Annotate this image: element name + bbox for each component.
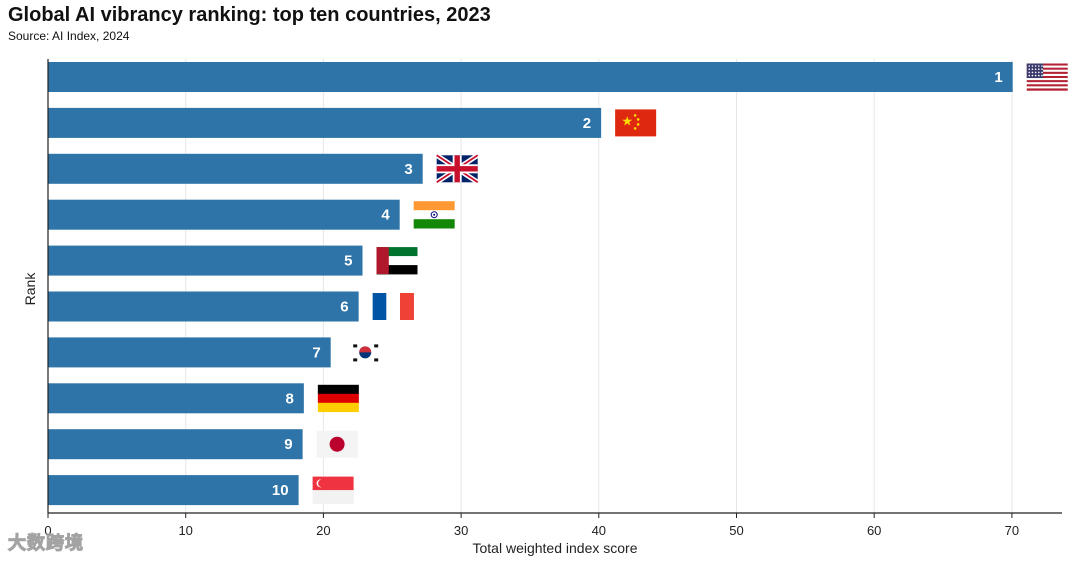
bar-rank-label: 8	[286, 390, 294, 407]
south-korea-flag-icon	[344, 338, 386, 366]
watermark-logo: 大数跨境	[8, 533, 84, 555]
bar-rank-label: 9	[284, 436, 292, 453]
singapore-flag-icon	[312, 476, 354, 504]
bar-rank-3	[48, 153, 423, 184]
bar-rank-label: 1	[994, 69, 1002, 86]
france-flag-icon	[372, 293, 414, 320]
chart-subtitle: Source: AI Index, 2024	[8, 29, 130, 43]
bar-rank-label: 5	[344, 253, 352, 270]
x-tick-label: 40	[592, 523, 606, 538]
bar-rank-9	[48, 429, 303, 460]
x-tick-label: 60	[867, 523, 881, 538]
svg-text:★: ★	[621, 114, 633, 129]
bar-rank-label: 3	[404, 161, 412, 178]
x-tick-label: 70	[1005, 523, 1019, 538]
y-axis-label: Rank	[22, 272, 38, 306]
bar-rank-label: 4	[381, 207, 390, 224]
bar-rank-1	[48, 62, 1013, 92]
uae-flag-icon	[376, 247, 418, 275]
germany-flag-icon	[317, 384, 359, 413]
x-tick-label: 10	[178, 523, 192, 538]
x-tick-label: 50	[729, 523, 743, 538]
bar-rank-label: 2	[583, 115, 591, 132]
india-flag-icon	[413, 201, 455, 229]
us-flag-icon	[1026, 63, 1068, 91]
bar-rank-4	[48, 199, 400, 230]
chart-title: Global AI vibrancy ranking: top ten coun…	[8, 4, 491, 26]
bar-rank-label: 6	[340, 299, 348, 316]
japan-flag-icon	[316, 430, 358, 458]
bar-rank-label: 10	[272, 482, 289, 499]
x-axis-label: Total weighted index score	[473, 540, 638, 556]
bar-rank-8	[48, 383, 304, 414]
bar-rank-10	[48, 475, 299, 506]
x-tick-label: 30	[454, 523, 468, 538]
bar-rank-5	[48, 245, 363, 276]
china-flag-icon: ★	[615, 109, 657, 137]
bar-rank-6	[48, 291, 359, 322]
x-tick-label: 20	[316, 523, 330, 538]
x-tick-label: 0	[44, 523, 51, 538]
uk-flag-icon	[435, 153, 480, 185]
bar-rank-2	[48, 107, 602, 138]
bar-rank-label: 7	[312, 344, 320, 361]
bar-rank-7	[48, 337, 331, 368]
